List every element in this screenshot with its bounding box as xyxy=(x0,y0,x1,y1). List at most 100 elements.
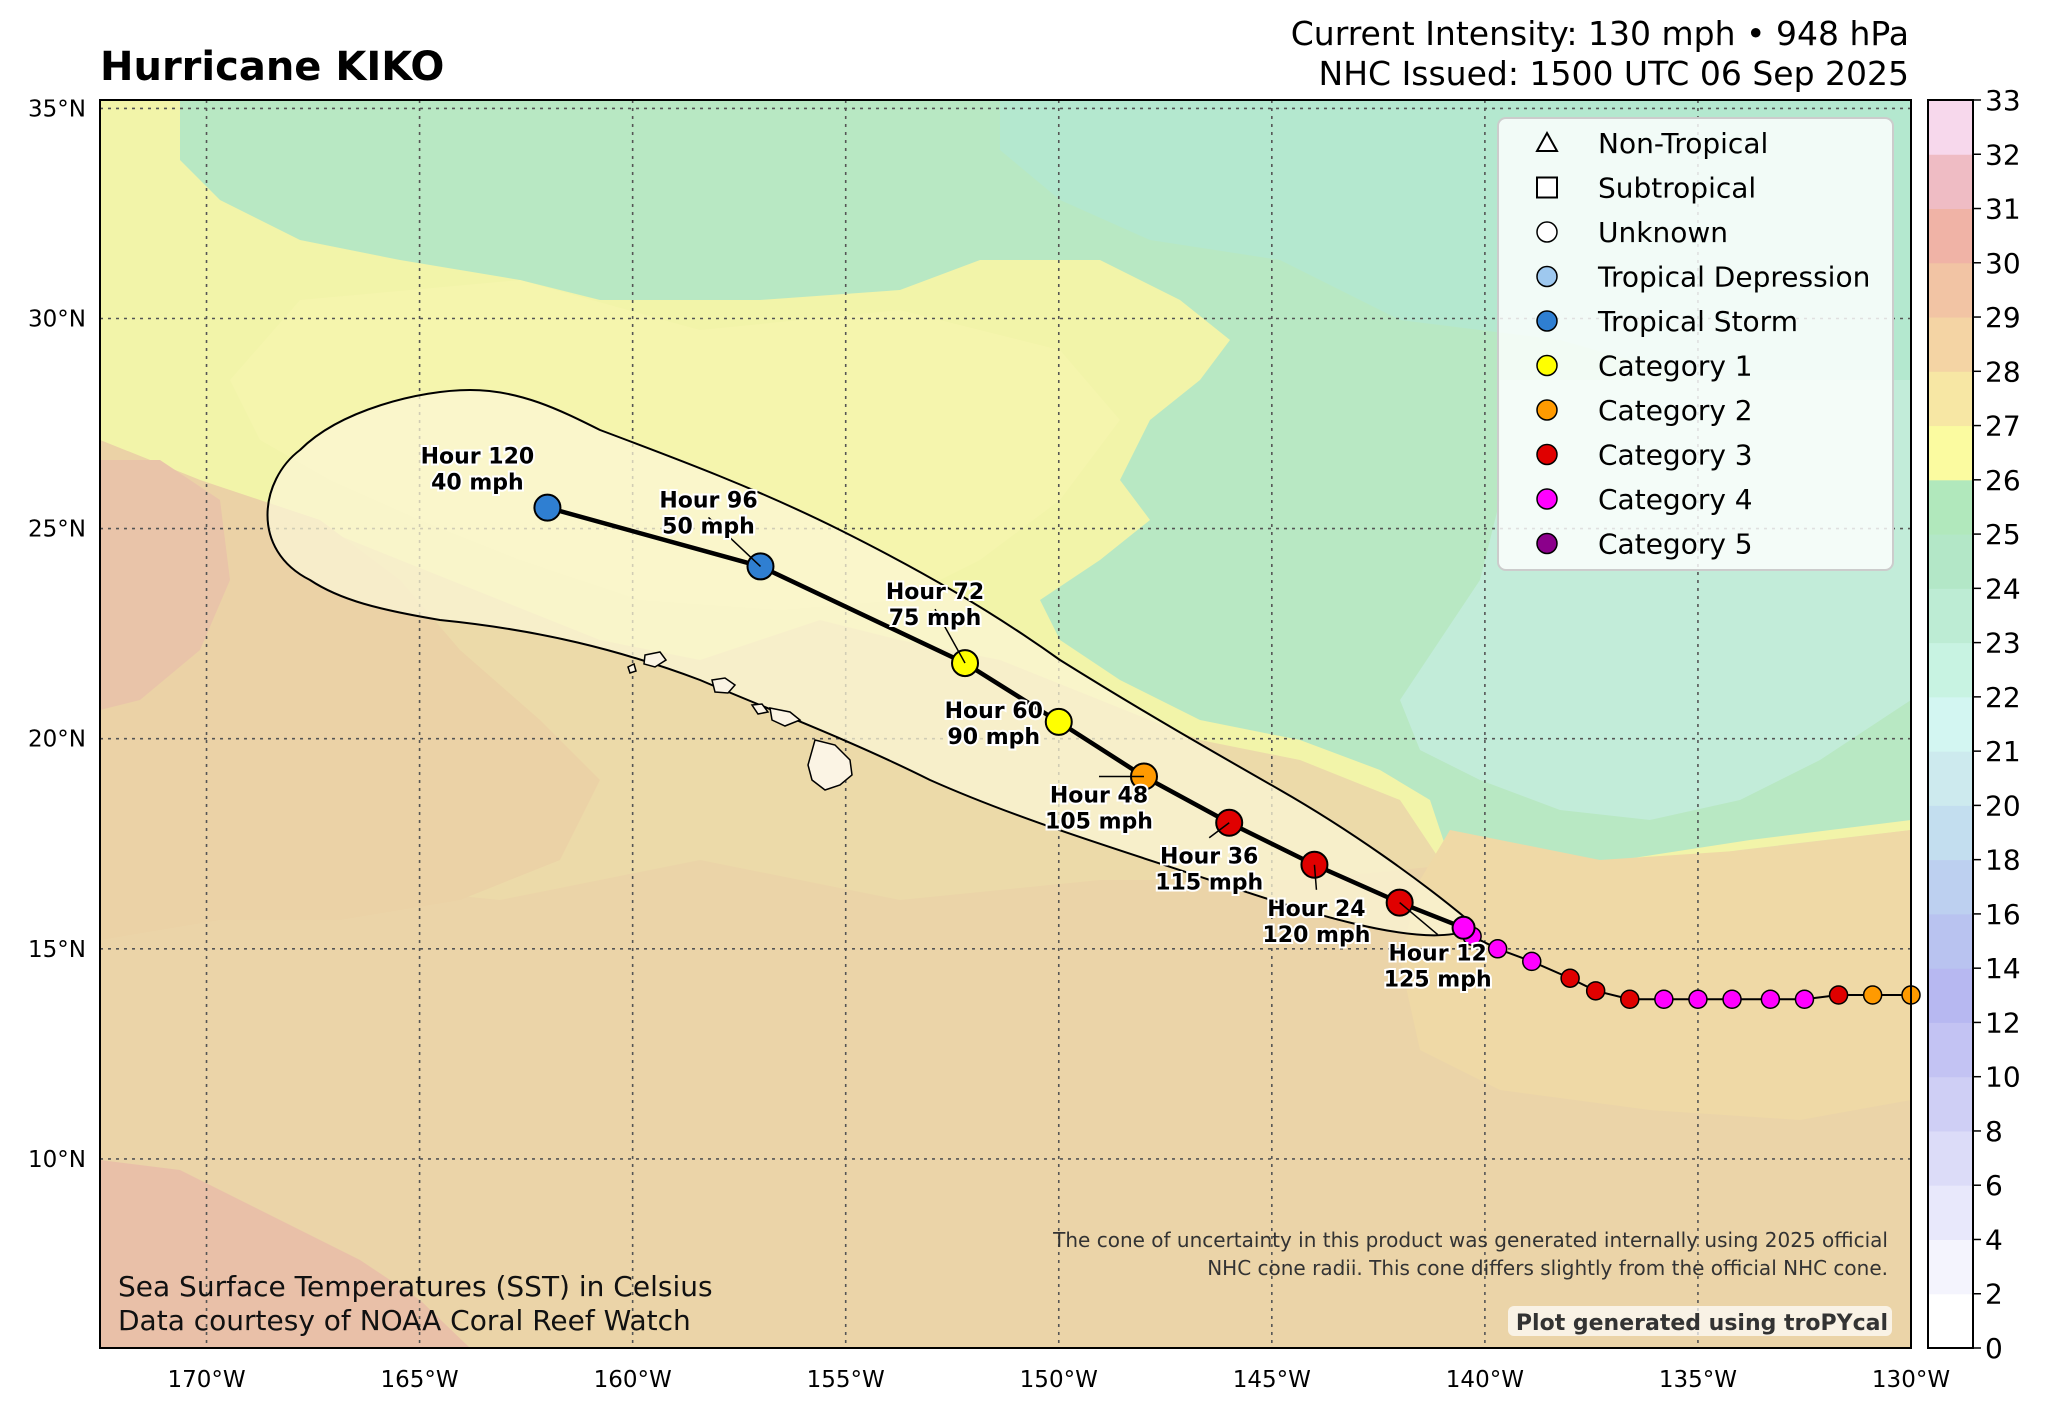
forecast-hour-label: Hour 12 xyxy=(1389,942,1487,967)
current-intensity: Current Intensity: 130 mph • 948 hPa xyxy=(1290,14,1909,53)
colorbar-cell xyxy=(1928,208,1973,264)
past-track-point xyxy=(1828,985,1849,1005)
legend-label: Category 1 xyxy=(1598,350,1753,383)
lon-tick-label: 155°W xyxy=(807,1367,885,1393)
legend-label: Subtropical xyxy=(1598,172,1756,205)
colorbar-cell xyxy=(1928,805,1973,861)
colorbar-cell xyxy=(1928,317,1973,372)
colorbar-cell xyxy=(1928,1185,1973,1240)
label-leader-line xyxy=(1399,902,1439,936)
colorbar-tick-label: 29 xyxy=(1985,301,2021,334)
forecast-wind-label: 125 mph xyxy=(1384,968,1492,993)
colorbar-cell xyxy=(1928,425,1973,481)
legend-circle-icon xyxy=(1536,532,1558,555)
nhc-issued-time: NHC Issued: 1500 UTC 06 Sep 2025 xyxy=(1318,54,1909,93)
colorbar-tick-label: 18 xyxy=(1985,844,2021,877)
colorbar-cell xyxy=(1928,642,1973,698)
past-track-point xyxy=(1862,985,1883,1005)
credit-badge xyxy=(1508,1306,1892,1336)
colorbar-tick-label: 2 xyxy=(1985,1278,2003,1311)
legend-circle-icon xyxy=(1536,488,1558,510)
colorbar-tick-label: 27 xyxy=(1985,410,2021,443)
legend-label: Non-Tropical xyxy=(1598,127,1768,160)
lat-tick-label: 10°N xyxy=(28,1147,86,1173)
past-track-point xyxy=(1654,989,1674,1009)
colorbar-cell xyxy=(1928,262,1973,318)
cone-note-line2: NHC cone radii. This cone differs slight… xyxy=(1207,1256,1888,1280)
label-leader-line xyxy=(707,516,761,567)
legend-circle-icon xyxy=(1536,443,1558,466)
sst-note-line2: Data courtesy of NOAA Coral Reef Watch xyxy=(118,1304,691,1337)
colorbar-cell xyxy=(1928,913,1973,969)
colorbar-cell xyxy=(1928,1239,1973,1295)
colorbar-cell xyxy=(1928,1293,1973,1349)
lat-tick-label: 30°N xyxy=(28,307,86,333)
past-track-point xyxy=(1794,989,1815,1009)
forecast-wind-label: 50 mph xyxy=(662,514,755,539)
colorbar-cell xyxy=(1928,859,1973,915)
colorbar-tick-label: 4 xyxy=(1985,1223,2003,1256)
lon-tick-label: 130°W xyxy=(1872,1367,1950,1393)
cone-of-uncertainty xyxy=(266,388,1469,937)
colorbar-tick-label: 8 xyxy=(1985,1115,2003,1148)
forecast-hour-label: Hour 120 xyxy=(421,445,535,470)
colorbar-tick-label: 10 xyxy=(1985,1061,2021,1094)
lat-tick-label: 25°N xyxy=(28,517,86,543)
legend-triangle-icon xyxy=(1535,130,1559,152)
colorbar-tick-label: 0 xyxy=(1985,1332,2003,1365)
legend-label: Tropical Storm xyxy=(1597,305,1798,338)
legend-circle-icon xyxy=(1536,354,1558,377)
colorbar-tick-label: 14 xyxy=(1985,952,2021,985)
legend-label: Category 4 xyxy=(1598,483,1753,516)
colorbar-tick-label: 20 xyxy=(1985,789,2021,822)
legend-circle-icon xyxy=(1536,310,1558,332)
lon-tick-label: 145°W xyxy=(1233,1367,1311,1393)
forecast-wind-label: 75 mph xyxy=(889,606,982,631)
colorbar-cell xyxy=(1928,696,1973,752)
colorbar-tick-label: 12 xyxy=(1985,1006,2021,1039)
axis-tick-labels: 170°W 165°W 160°W 155°W 150°W 145°W 140°W 135°W… xyxy=(28,96,1950,1393)
legend-square-icon xyxy=(1536,176,1558,199)
colorbar-cell xyxy=(1928,100,1973,155)
legend-label: Unknown xyxy=(1598,216,1728,249)
colorbar-cell xyxy=(1928,1130,1973,1186)
forecast-wind-label: 120 mph xyxy=(1262,923,1370,948)
past-track-point xyxy=(1487,939,1508,959)
past-track-point xyxy=(1688,989,1708,1009)
colorbar-cell xyxy=(1928,1022,1973,1078)
forecast-wind-label: 115 mph xyxy=(1155,871,1263,896)
legend-label: Category 3 xyxy=(1598,439,1753,472)
map-frame xyxy=(99,99,1912,1349)
forecast-point-hour-60 xyxy=(1044,707,1073,736)
lon-tick-label: 135°W xyxy=(1659,1367,1737,1393)
label-leader-line xyxy=(1208,822,1230,839)
colorbar-cell xyxy=(1928,1076,1973,1132)
forecast-wind-label: 90 mph xyxy=(947,725,1040,750)
past-track-point xyxy=(1620,989,1640,1009)
past-track-point xyxy=(1560,968,1580,988)
legend-circle-icon xyxy=(1536,265,1558,288)
colorbar-cell xyxy=(1928,968,1973,1023)
lon-tick-label: 170°W xyxy=(167,1367,245,1393)
colorbar-tick-label: 30 xyxy=(1985,247,2021,280)
cone-note-line1: The cone of uncertainty in this product … xyxy=(1052,1228,1888,1252)
forecast-point-hour-120 xyxy=(533,493,562,522)
colorbar-cell xyxy=(1928,751,1973,806)
hawaii-islands xyxy=(627,651,853,791)
sst-colorbar: 0246810121416182021222324252627282930313… xyxy=(1927,84,2021,1365)
forecast-hour-label: Hour 36 xyxy=(1160,845,1258,870)
lon-tick-label: 140°W xyxy=(1446,1367,1524,1393)
legend-label: Category 5 xyxy=(1598,528,1753,561)
legend-circle-icon xyxy=(1536,399,1558,421)
colorbar-tick-label: 26 xyxy=(1985,464,2021,497)
colorbar-cell xyxy=(1928,534,1973,589)
forecast-hour-label: Hour 72 xyxy=(886,580,984,605)
label-leader-line xyxy=(1313,864,1318,890)
past-track-point xyxy=(1585,981,1606,1001)
forecast-wind-label: 40 mph xyxy=(431,471,524,496)
colorbar-cell xyxy=(1928,371,1973,427)
colorbar-cell xyxy=(1928,588,1973,644)
lon-tick-label: 150°W xyxy=(1020,1367,1098,1393)
colorbar-tick-label: 24 xyxy=(1985,572,2021,605)
